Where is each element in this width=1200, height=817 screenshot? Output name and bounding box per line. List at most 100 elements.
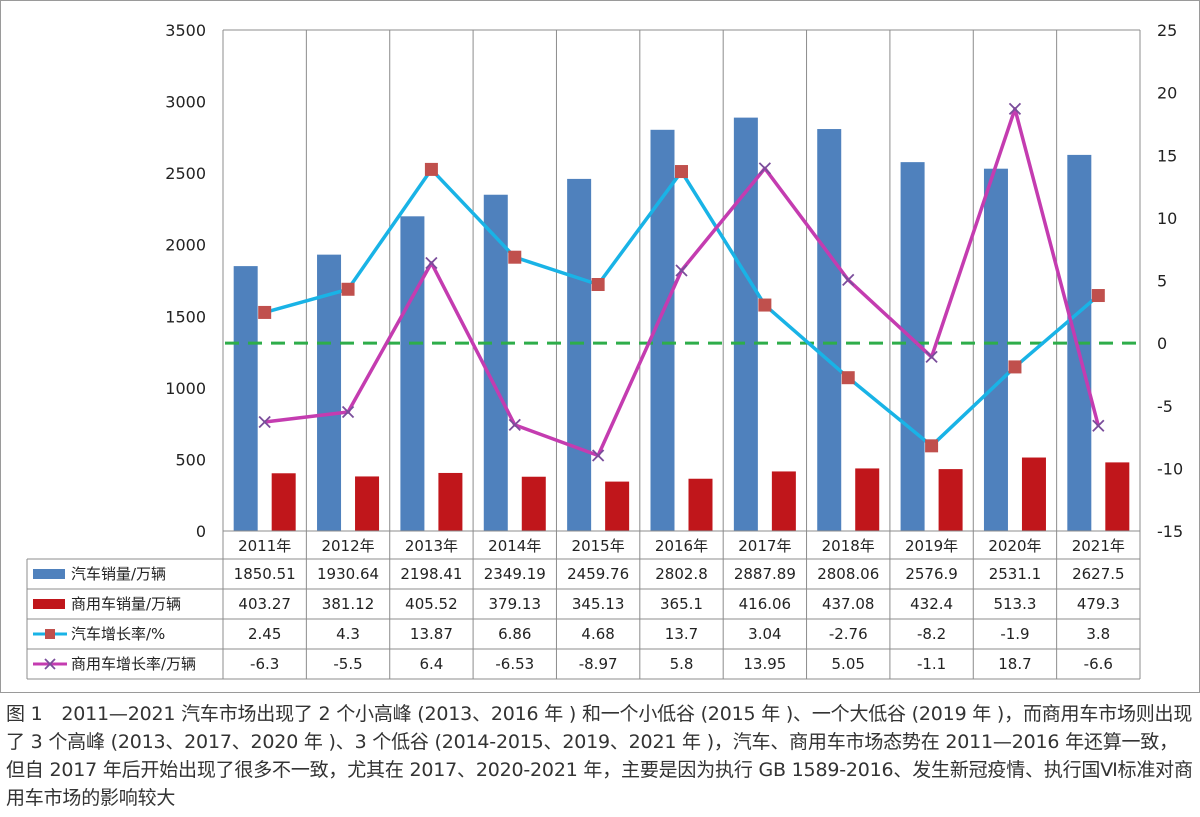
bar-series — [233, 117, 1130, 532]
chart-frame: 0 500 1000 1500 2000 2500 3000 3500 -15 -10 -5 0 5 1… — [0, 0, 1200, 693]
figure-caption: 图 1 2011—2021 汽车市场出现了 2 个小高峰 (2013、2016 … — [6, 700, 1194, 812]
left-axis-tick-label: 1500 — [165, 307, 206, 326]
left-axis-tick-label: 2000 — [165, 236, 206, 255]
gridlines — [222, 29, 1141, 531]
point-commercial-growth — [925, 350, 938, 364]
point-vehicle-growth — [508, 250, 522, 264]
bar-commercial-sales — [688, 478, 713, 531]
bar-commercial-sales — [1105, 462, 1130, 531]
point-vehicle-growth — [1091, 289, 1105, 303]
point-vehicle-growth — [341, 282, 355, 296]
marker-stroke — [758, 162, 772, 175]
legend-key-vehicle-sales — [33, 569, 65, 579]
point-commercial-growth — [341, 405, 355, 419]
data-label-vehicle-growth: -1.9 — [1000, 625, 1029, 643]
point-commercial-growth — [1008, 102, 1022, 116]
marker-stroke — [675, 264, 688, 277]
bar-vehicle-sales — [233, 266, 258, 531]
caption-text: 2011—2021 汽车市场出现了 2 个小高峰 (2013、2016 年 ) … — [6, 703, 1193, 809]
category-label: 2013年 — [405, 537, 458, 555]
right-axis-tick-label: 25 — [1157, 21, 1177, 40]
data-label-vehicle-sales: 2531.1 — [989, 565, 1042, 583]
category-label: 2021年 — [1072, 537, 1125, 555]
right-axis-tick-label: 20 — [1157, 84, 1177, 103]
legend-label-commercial-growth: 商用车增长率/万辆 — [71, 655, 196, 673]
point-vehicle-growth — [925, 439, 939, 453]
left-axis-tick-label: 3500 — [165, 21, 206, 40]
point-commercial-growth — [758, 162, 772, 175]
bar-commercial-sales — [438, 472, 463, 531]
category-label: 2019年 — [905, 537, 958, 555]
data-table: 2011年 2012年 2013年 2014年 2015年 2016年 2017年 2018年… — [26, 530, 1141, 680]
bar-vehicle-sales — [483, 194, 508, 531]
legend-key-commercial-sales — [33, 599, 65, 609]
marker-stroke — [591, 449, 605, 462]
data-label-vehicle-sales: 2887.89 — [734, 565, 796, 583]
bar-commercial-sales — [938, 469, 963, 531]
category-label: 2017年 — [738, 537, 791, 555]
left-axis-tick-label: 1000 — [165, 379, 206, 398]
data-label-vehicle-sales: 2576.9 — [905, 565, 958, 583]
data-label-vehicle-growth: 4.3 — [336, 625, 360, 643]
bar-vehicle-sales — [567, 178, 592, 531]
line-series — [258, 102, 1105, 462]
data-label-vehicle-sales: 2198.41 — [400, 565, 462, 583]
data-label-vehicle-growth: 3.04 — [748, 625, 781, 643]
category-label: 2015年 — [572, 537, 625, 555]
bar-commercial-sales — [855, 468, 880, 531]
data-label-vehicle-growth: 3.8 — [1086, 625, 1110, 643]
point-commercial-growth — [258, 415, 271, 429]
point-vehicle-growth — [591, 278, 605, 292]
data-label-vehicle-growth: -8.2 — [917, 625, 946, 643]
left-axis-ticks: 0 500 1000 1500 2000 2500 3000 3500 — [165, 21, 206, 541]
marker-stroke — [1092, 419, 1105, 432]
right-axis-tick-label: -10 — [1157, 459, 1183, 478]
data-label-commercial-growth: 13.95 — [743, 655, 786, 673]
data-label-commercial-growth: -8.97 — [579, 655, 618, 673]
figure-label: 图 1 — [6, 703, 43, 725]
data-label-commercial-sales: 381.12 — [322, 595, 375, 613]
data-label-vehicle-sales: 2459.76 — [567, 565, 629, 583]
data-label-commercial-growth: -5.5 — [333, 655, 362, 673]
data-label-commercial-sales: 432.4 — [910, 595, 953, 613]
right-axis-tick-label: -15 — [1157, 522, 1183, 541]
point-commercial-growth — [842, 273, 855, 287]
left-axis-tick-label: 2500 — [165, 164, 206, 183]
point-vehicle-growth — [841, 371, 855, 385]
legend-label-vehicle-sales: 汽车销量/万辆 — [71, 565, 166, 583]
left-axis-tick-label: 3000 — [165, 93, 206, 112]
category-label: 2018年 — [822, 537, 875, 555]
marker-stroke — [425, 256, 438, 270]
data-label-commercial-sales: 416.06 — [739, 595, 792, 613]
point-vehicle-growth — [1008, 360, 1022, 374]
data-label-commercial-sales: 403.27 — [238, 595, 291, 613]
point-commercial-growth — [425, 256, 438, 270]
point-vehicle-growth — [675, 165, 688, 179]
data-label-commercial-sales: 379.13 — [489, 595, 542, 613]
left-axis-tick-label: 500 — [175, 450, 206, 469]
marker-stroke — [258, 415, 271, 429]
data-label-commercial-growth: -1.1 — [917, 655, 946, 673]
data-label-commercial-sales: 345.13 — [572, 595, 625, 613]
point-commercial-growth — [508, 418, 521, 432]
data-label-vehicle-growth: 13.7 — [665, 625, 698, 643]
point-commercial-growth — [591, 449, 605, 462]
data-label-commercial-growth: 6.4 — [419, 655, 443, 673]
data-label-vehicle-sales: 2627.5 — [1072, 565, 1125, 583]
right-axis-tick-label: 5 — [1157, 272, 1167, 291]
marker-stroke — [925, 350, 938, 364]
marker-stroke — [341, 405, 355, 419]
data-label-commercial-sales: 365.1 — [660, 595, 703, 613]
point-vehicle-growth — [258, 305, 272, 319]
bar-commercial-sales — [355, 476, 380, 531]
bar-vehicle-sales — [317, 254, 342, 531]
data-label-vehicle-sales: 1930.64 — [317, 565, 379, 583]
point-commercial-growth — [1092, 419, 1105, 432]
legend-label-commercial-sales: 商用车销量/万辆 — [71, 595, 181, 613]
data-label-vehicle-sales: 1850.51 — [234, 565, 296, 583]
right-axis-tick-label: 10 — [1157, 209, 1177, 228]
data-label-commercial-sales: 405.52 — [405, 595, 458, 613]
data-label-vehicle-growth: 4.68 — [581, 625, 614, 643]
data-label-commercial-growth: 5.05 — [832, 655, 865, 673]
